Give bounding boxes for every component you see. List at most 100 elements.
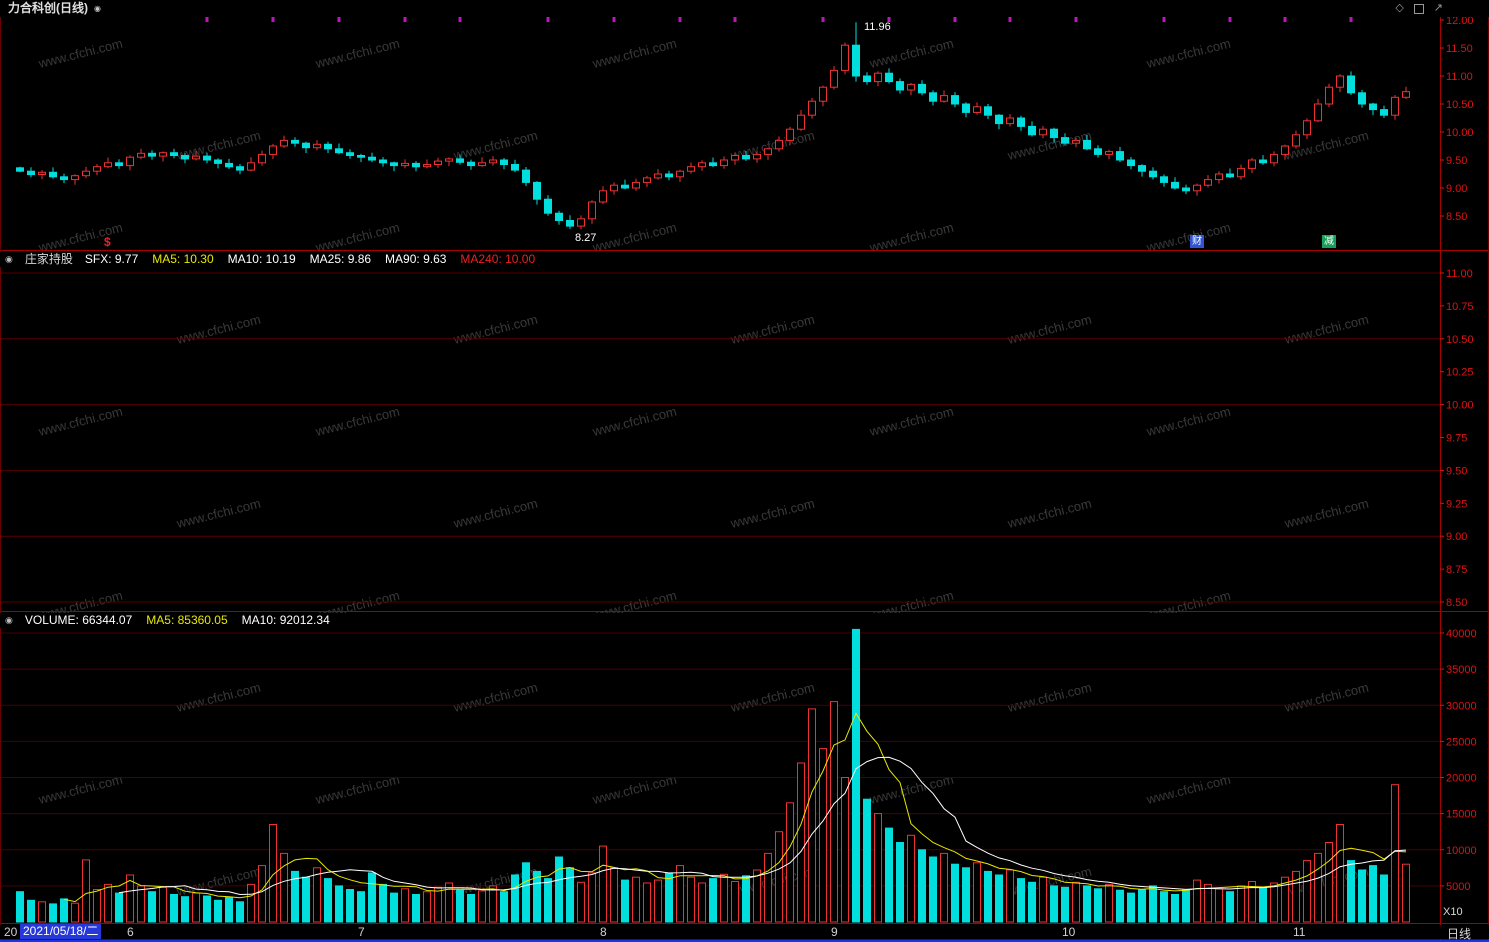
candle [1050,127,1058,143]
candle [742,150,750,161]
candle-body [1226,173,1234,178]
indicator-plot-area[interactable] [0,268,1440,611]
candle [1204,175,1212,188]
volume-bar [423,891,431,923]
candle [390,161,398,172]
volume-bar [1116,889,1124,923]
candle [951,92,959,108]
volume-bar [775,831,783,923]
legend-item: MA10: 10.19 [227,252,296,266]
volume-bar [577,881,585,923]
event-badge[interactable]: 减 [1322,235,1336,248]
volume-plot-area[interactable] [0,629,1440,923]
candle-body [291,139,299,144]
collapse-toggle-icon[interactable]: ◉ [5,254,13,264]
candle-plot-area[interactable] [0,17,1440,250]
volume-bar [335,885,343,923]
title-badge-icon[interactable]: ◉ [94,4,101,13]
candle-body [841,44,849,71]
collapse-toggle-icon[interactable]: ◉ [5,615,13,625]
volume-bar [269,824,277,923]
candle-body [467,161,475,167]
volume-bar [808,708,816,923]
candle [368,152,376,163]
candle-body [225,162,233,168]
candle [104,157,112,169]
expand-icon[interactable]: ↗ [1433,2,1443,14]
legend-item: MA25: 9.86 [309,252,372,266]
candle-body [38,171,46,176]
candle [357,153,365,163]
candle [885,68,893,84]
candle [126,155,134,171]
candle [467,159,475,170]
volume-bar [1281,876,1289,923]
volume-bar [1292,870,1300,923]
maximize-icon[interactable] [1413,3,1424,14]
volume-bar [1061,886,1069,923]
volume-bar [368,872,376,923]
candle [60,173,68,184]
volume-bar [621,879,629,923]
candle [797,110,805,131]
stock-title: 力合科创(日线) [8,1,88,15]
dollar-marker[interactable]: $ [104,235,111,249]
candle [1215,171,1223,184]
candle-body [302,142,310,149]
price-axis-label: 9.00 [1446,183,1467,195]
candle-body [1171,181,1179,189]
candle [16,166,24,173]
candle-body [1017,117,1025,127]
event-badge[interactable]: 财 [1190,235,1204,248]
candle-body [863,75,871,83]
candle-body [1061,137,1069,144]
candle-body [709,162,717,167]
candle-body [940,95,948,102]
volume-bar [885,827,893,923]
candles-layer [16,22,1410,230]
candle-body [1369,103,1377,111]
event-dot [1283,17,1287,22]
candle [720,156,728,169]
volume-bar [1204,883,1212,923]
volume-bar [1072,881,1080,923]
candle-body [489,159,497,164]
volume-bar [445,882,453,923]
candle [841,42,849,75]
candle [1325,83,1333,108]
price-axis-label: 11.50 [1446,43,1473,55]
volume-axis-label: 5000 [1446,881,1470,893]
volume-bar [1248,881,1256,923]
bottom-blue-line [0,939,1489,942]
candle [511,159,519,173]
candle-body [1149,170,1157,178]
candle [1248,157,1256,173]
titlebar: 力合科创(日线) ◉ ◇ ↗ [0,0,1489,17]
indicator-axis-label: 8.75 [1446,564,1467,576]
low-annotation: 8.27 [575,232,596,244]
candle [896,78,904,94]
volume-bar [841,777,849,923]
month-label: 6 [127,925,134,939]
volume-scale-label: X10 [1443,906,1463,918]
volume-bar [643,882,651,923]
selected-date[interactable]: 2021/05/18/二 [20,924,102,939]
legend-item: MA10: 92012.34 [241,613,330,627]
candle [687,162,695,174]
volume-bar [687,876,695,923]
period-label[interactable]: 日线 [1447,927,1472,941]
candle [775,136,783,152]
candle-body [808,100,816,116]
diamond-icon[interactable]: ◇ [1395,2,1404,14]
candle [27,167,35,178]
candle [225,158,233,169]
candle [1017,115,1025,131]
candle [269,143,277,159]
candle-body [588,201,596,220]
volume-bar [1127,892,1135,923]
candle-body [1193,184,1201,192]
volume-bar [1314,852,1322,923]
candle [478,157,486,167]
volume-bar [247,883,255,923]
